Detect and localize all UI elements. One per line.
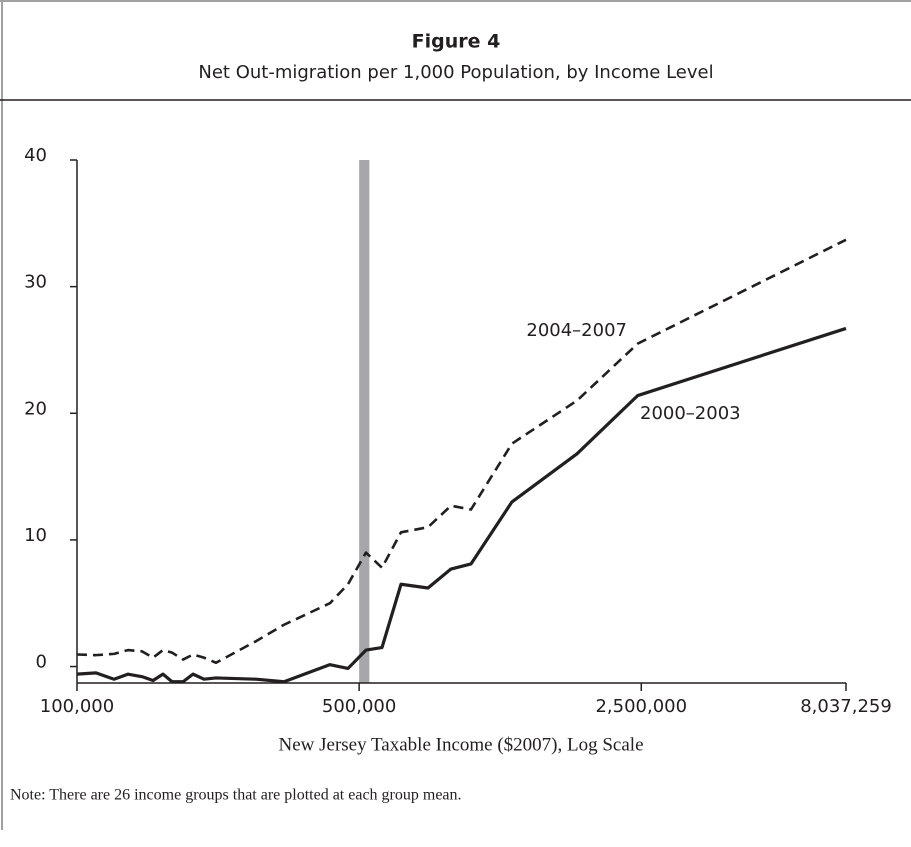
- series-line: [76, 326, 847, 684]
- series-label: 2004–2007: [526, 320, 627, 341]
- chart-subtitle: Net Out-migration per 1,000 Population, …: [198, 62, 713, 83]
- x-tick-label: 500,000: [322, 696, 396, 717]
- y-tick-label: 30: [24, 272, 47, 293]
- x-axis-label: New Jersey Taxable Income ($2007), Log S…: [279, 734, 644, 755]
- x-tick-label: 8,037,259: [800, 696, 892, 717]
- series-label: 2000–2003: [640, 403, 741, 424]
- y-tick-label: 0: [36, 652, 47, 673]
- note: Note: There are 26 income groups that ar…: [10, 787, 462, 804]
- x-tick-label: 100,000: [40, 696, 114, 717]
- y-tick-label: 20: [24, 398, 47, 419]
- x-tick-label: 2,500,000: [595, 696, 687, 717]
- chart-title: Figure 4: [412, 31, 501, 53]
- shaded-band: [359, 160, 370, 683]
- y-tick-label: 10: [24, 525, 47, 546]
- series-line: [76, 238, 847, 665]
- y-tick-label: 40: [24, 145, 47, 166]
